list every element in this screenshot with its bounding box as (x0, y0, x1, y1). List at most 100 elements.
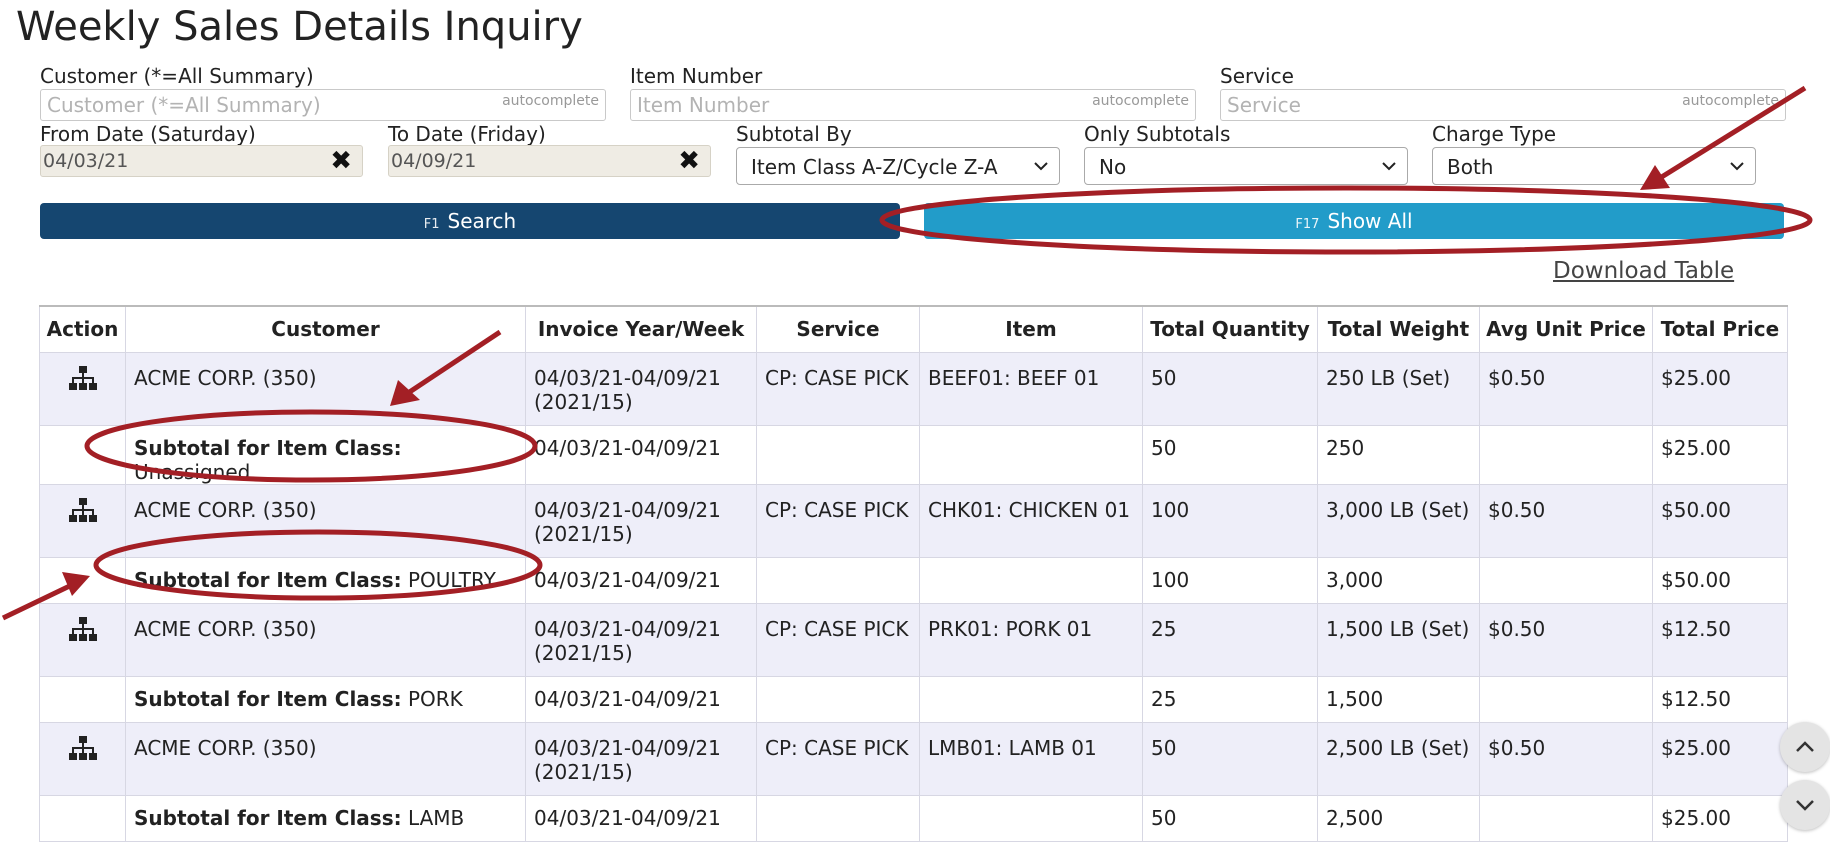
avg-price-cell: $0.50 (1479, 483, 1653, 558)
from-date-field[interactable]: 04/03/21 ✖ (40, 145, 363, 177)
column-header-total-quantity[interactable]: Total Quantity (1142, 305, 1318, 353)
subtotal-prefix: Subtotal for Item Class: (134, 567, 402, 592)
subtotal-cell: Subtotal for Item Class: Unassigned (125, 424, 526, 485)
subtotal-prefix: Subtotal for Item Class: (134, 435, 402, 460)
subtotal-by-label: Subtotal By (736, 122, 852, 146)
table-row: ACME CORP. (350) 04/03/21-04/09/21 (2021/… (39, 721, 1788, 796)
total-price-cell: $12.50 (1652, 602, 1788, 677)
hierarchy-icon[interactable] (67, 497, 99, 525)
service-cell: CP: CASE PICK (756, 721, 920, 796)
table-header-row: Action Customer Invoice Year/Week Servic… (39, 305, 1788, 353)
service-field[interactable]: autocomplete (1220, 89, 1786, 121)
action-cell (39, 351, 126, 426)
column-header-total-weight[interactable]: Total Weight (1317, 305, 1480, 353)
invoice-week-cell: 04/03/21-04/09/21 (525, 556, 757, 604)
customer-label: Customer (*=All Summary) (40, 64, 314, 88)
item-cell (919, 675, 1143, 723)
service-autocomplete-hint: autocomplete (1682, 93, 1779, 109)
column-header-action[interactable]: Action (39, 305, 126, 353)
week-range: 04/03/21-04/09/21 (534, 497, 721, 522)
customer-cell: ACME CORP. (350) (125, 602, 526, 677)
weight-cell: 2,500 (1317, 794, 1480, 842)
table-row: ACME CORP. (350) 04/03/21-04/09/21 (2021/… (39, 483, 1788, 558)
week-range: 04/03/21-04/09/21 (534, 365, 721, 390)
chevron-down-icon (1730, 162, 1744, 171)
customer-input[interactable] (41, 90, 605, 120)
column-header-item[interactable]: Item (919, 305, 1143, 353)
charge-type-value: Both (1447, 155, 1494, 179)
only-subtotals-value: No (1099, 155, 1127, 179)
avg-price-cell (1479, 424, 1653, 485)
chevron-down-icon (1796, 800, 1814, 811)
service-cell: CP: CASE PICK (756, 351, 920, 426)
column-header-avg-unit-price[interactable]: Avg Unit Price (1479, 305, 1653, 353)
item-number-label: Item Number (630, 64, 763, 88)
column-header-invoice-year-week[interactable]: Invoice Year/Week (525, 305, 757, 353)
subtotal-row: Subtotal for Item Class: Unassigned 04/0… (39, 424, 1788, 485)
charge-type-select[interactable]: Both (1432, 147, 1756, 185)
week-number: (2021/15) (534, 521, 633, 546)
quantity-cell: 50 (1142, 424, 1318, 485)
column-header-customer[interactable]: Customer (125, 305, 526, 353)
subtotal-class: LAMB (407, 805, 465, 830)
to-date-value: 04/09/21 (391, 150, 477, 172)
subtotal-by-select[interactable]: Item Class A-Z/Cycle Z-A (736, 147, 1060, 185)
table-row: ACME CORP. (350) 04/03/21-04/09/21 (2021/… (39, 602, 1788, 677)
action-cell (39, 721, 126, 796)
clear-from-date-icon[interactable]: ✖ (330, 146, 352, 176)
invoice-week-cell: 04/03/21-04/09/21 (525, 675, 757, 723)
customer-cell: ACME CORP. (350) (125, 483, 526, 558)
customer-field[interactable]: autocomplete (40, 89, 606, 121)
clear-to-date-icon[interactable]: ✖ (678, 146, 700, 176)
service-cell: CP: CASE PICK (756, 602, 920, 677)
scroll-up-button[interactable] (1780, 722, 1830, 772)
invoice-week-cell: 04/03/21-04/09/21 (2021/15) (525, 721, 757, 796)
show-all-button-label: Show All (1327, 209, 1413, 233)
hierarchy-icon[interactable] (67, 616, 99, 644)
weight-cell: 1,500 (1317, 675, 1480, 723)
weight-cell: 250 LB (Set) (1317, 351, 1480, 426)
customer-cell: ACME CORP. (350) (125, 351, 526, 426)
item-cell: PRK01: PORK 01 (919, 602, 1143, 677)
invoice-week-cell: 04/03/21-04/09/21 (2021/15) (525, 351, 757, 426)
weight-cell: 2,500 LB (Set) (1317, 721, 1480, 796)
total-price-cell: $25.00 (1652, 794, 1788, 842)
subtotal-cell: Subtotal for Item Class: LAMB (125, 794, 526, 842)
subtotal-row: Subtotal for Item Class: POULTRY 04/03/2… (39, 556, 1788, 604)
only-subtotals-select[interactable]: No (1084, 147, 1408, 185)
only-subtotals-label: Only Subtotals (1084, 122, 1231, 146)
quantity-cell: 100 (1142, 556, 1318, 604)
avg-price-cell (1479, 794, 1653, 842)
column-header-total-price[interactable]: Total Price (1652, 305, 1788, 353)
avg-price-cell (1479, 556, 1653, 604)
quantity-cell: 100 (1142, 483, 1318, 558)
service-cell: CP: CASE PICK (756, 483, 920, 558)
to-date-label: To Date (Friday) (388, 122, 546, 146)
item-cell: BEEF01: BEEF 01 (919, 351, 1143, 426)
item-number-field[interactable]: autocomplete (630, 89, 1196, 121)
item-number-input[interactable] (631, 90, 1195, 120)
hierarchy-icon[interactable] (67, 365, 99, 393)
subtotal-prefix: Subtotal for Item Class: (134, 805, 402, 830)
quantity-cell: 25 (1142, 675, 1318, 723)
from-date-value: 04/03/21 (43, 150, 129, 172)
search-button[interactable]: F1 Search (40, 203, 900, 239)
charge-type-label: Charge Type (1432, 122, 1557, 146)
subtotal-cell: Subtotal for Item Class: POULTRY (125, 556, 526, 604)
search-button-label: Search (447, 209, 517, 233)
subtotal-class: Unassigned (134, 459, 251, 484)
action-cell (39, 424, 126, 485)
to-date-field[interactable]: 04/09/21 ✖ (388, 145, 711, 177)
item-cell (919, 424, 1143, 485)
item-number-autocomplete-hint: autocomplete (1092, 93, 1189, 109)
total-price-cell: $12.50 (1652, 675, 1788, 723)
scroll-down-button[interactable] (1780, 780, 1830, 830)
show-all-button[interactable]: F17 Show All (924, 203, 1784, 239)
subtotal-class: PORK (407, 686, 463, 711)
download-table-link[interactable]: Download Table (1553, 258, 1735, 284)
hierarchy-icon[interactable] (67, 735, 99, 763)
column-header-service[interactable]: Service (756, 305, 920, 353)
chevron-down-icon (1382, 162, 1396, 171)
action-cell (39, 556, 126, 604)
chevron-up-icon (1796, 741, 1814, 752)
